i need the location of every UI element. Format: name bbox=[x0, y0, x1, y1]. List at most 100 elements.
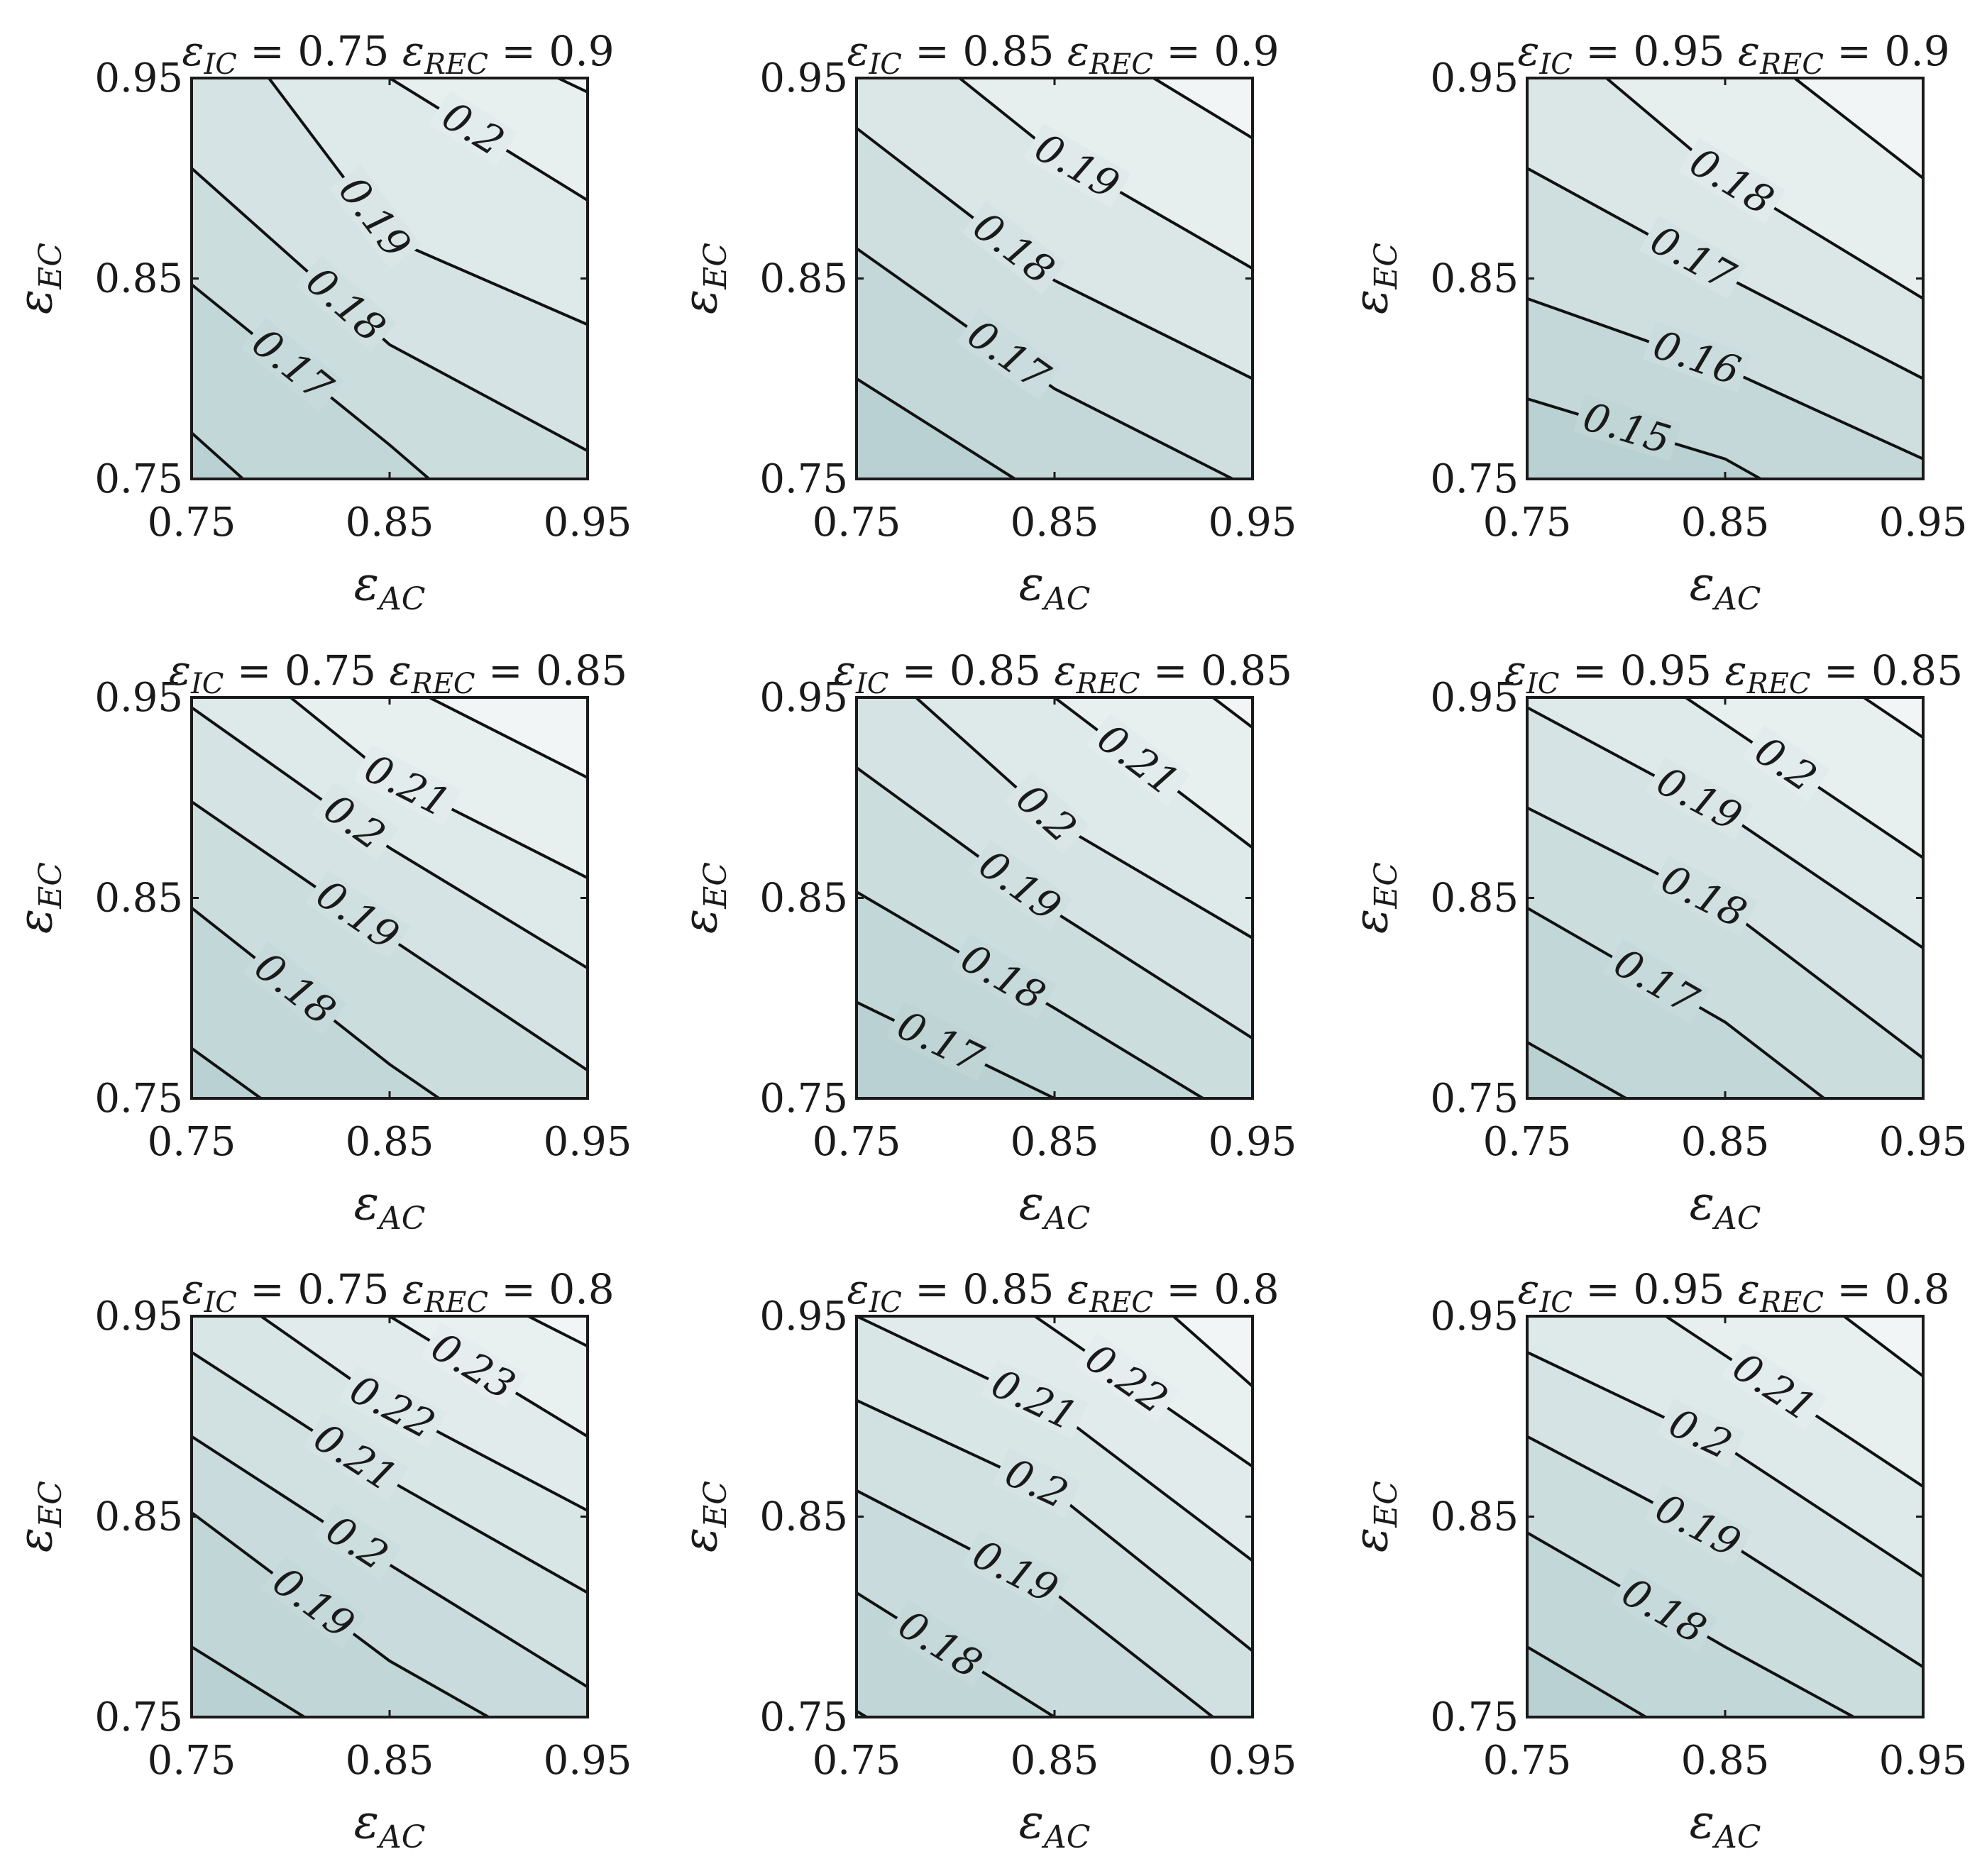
y-axis-label-text: εEC bbox=[673, 243, 734, 314]
contour-panel: 0.170.180.190.750.750.850.850.950.95εIC … bbox=[673, 27, 1297, 617]
y-tick-label: 0.85 bbox=[759, 256, 848, 302]
panel-title: εIC = 0.85 εREC = 0.8 bbox=[847, 1265, 1279, 1319]
x-tick-label: 0.95 bbox=[1209, 500, 1297, 546]
x-tick-label: 0.85 bbox=[1681, 500, 1770, 546]
contour-line bbox=[1526, 906, 1825, 1100]
y-axis-label: εEC bbox=[1343, 1481, 1404, 1552]
x-tick-label: 0.75 bbox=[813, 500, 901, 546]
y-axis-label-text: εEC bbox=[673, 1481, 734, 1552]
contour-line bbox=[190, 1047, 262, 1100]
x-tick-label: 0.85 bbox=[1011, 500, 1099, 546]
y-tick-label: 0.75 bbox=[94, 1694, 183, 1740]
y-tick-label: 0.85 bbox=[759, 876, 848, 922]
x-tick-label: 0.95 bbox=[544, 1119, 632, 1165]
contour-line bbox=[855, 377, 1016, 480]
y-tick-label: 0.75 bbox=[759, 1076, 848, 1122]
x-tick-label: 0.85 bbox=[346, 500, 434, 546]
x-tick-label: 0.95 bbox=[544, 500, 632, 546]
x-tick-label: 0.95 bbox=[544, 1738, 632, 1784]
x-tick-label: 0.75 bbox=[813, 1738, 901, 1784]
x-tick-label: 0.95 bbox=[1209, 1738, 1297, 1784]
contour-line bbox=[190, 1645, 306, 1718]
y-tick-label: 0.75 bbox=[1430, 1694, 1519, 1740]
contour-line bbox=[1863, 696, 1925, 739]
y-tick-label: 0.95 bbox=[1430, 55, 1519, 101]
x-tick-label: 0.85 bbox=[346, 1119, 434, 1165]
panel-title: εIC = 0.75 εREC = 0.85 bbox=[169, 646, 627, 700]
contour-line bbox=[428, 696, 588, 779]
contour-line bbox=[190, 1511, 490, 1718]
x-axis-label-text: εAC bbox=[1019, 1176, 1091, 1237]
x-tick-label: 0.75 bbox=[1483, 1738, 1572, 1784]
contour-panel: 0.170.180.190.20.750.750.850.850.950.95ε… bbox=[1343, 646, 1967, 1237]
panel-title: εIC = 0.85 εREC = 0.9 bbox=[847, 27, 1279, 81]
y-axis-label-text: εEC bbox=[1343, 1481, 1404, 1552]
y-axis-label: εEC bbox=[673, 243, 734, 314]
x-axis-label: εAC bbox=[354, 1176, 426, 1237]
contour-line bbox=[1526, 1645, 1647, 1718]
x-axis-label: εAC bbox=[1019, 1176, 1091, 1237]
y-axis-label-text: εEC bbox=[1343, 243, 1404, 314]
contour-line bbox=[190, 167, 588, 453]
y-tick-label: 0.75 bbox=[94, 456, 183, 502]
panel-title: εIC = 0.75 εREC = 0.8 bbox=[182, 1265, 614, 1319]
contour-line bbox=[855, 890, 1204, 1100]
x-tick-label: 0.85 bbox=[1681, 1119, 1770, 1165]
y-axis-label: εEC bbox=[8, 243, 69, 314]
panel-title: εIC = 0.85 εREC = 0.85 bbox=[834, 646, 1292, 700]
x-tick-label: 0.95 bbox=[1209, 1119, 1297, 1165]
y-axis-label: εEC bbox=[673, 862, 734, 934]
y-axis-label: εEC bbox=[8, 1481, 69, 1552]
x-axis-label-text: εAC bbox=[1690, 1794, 1761, 1855]
y-tick-label: 0.85 bbox=[1430, 1494, 1519, 1540]
x-axis-label: εAC bbox=[1019, 1794, 1091, 1855]
y-axis-label-text: εEC bbox=[8, 1481, 69, 1552]
y-tick-label: 0.95 bbox=[1430, 1293, 1519, 1340]
y-axis-label: εEC bbox=[673, 1481, 734, 1552]
x-tick-label: 0.95 bbox=[1879, 500, 1968, 546]
y-tick-label: 0.85 bbox=[1430, 256, 1519, 302]
x-tick-label: 0.85 bbox=[1681, 1738, 1770, 1784]
y-axis-label: εEC bbox=[8, 862, 69, 934]
y-axis-label-text: εEC bbox=[8, 243, 69, 314]
x-axis-label: εAC bbox=[1690, 1176, 1761, 1237]
x-axis-label-text: εAC bbox=[354, 1176, 426, 1237]
x-tick-label: 0.95 bbox=[1879, 1738, 1968, 1784]
x-tick-label: 0.85 bbox=[1011, 1119, 1099, 1165]
contour-panel: 0.180.190.20.210.750.750.850.850.950.95ε… bbox=[1343, 1265, 1967, 1855]
y-tick-label: 0.75 bbox=[1430, 1076, 1519, 1122]
x-axis-label-text: εAC bbox=[354, 556, 426, 617]
x-tick-label: 0.75 bbox=[148, 1738, 236, 1784]
contour-panel: 0.180.190.20.210.750.750.850.850.950.95ε… bbox=[8, 646, 632, 1237]
y-tick-label: 0.75 bbox=[759, 456, 848, 502]
panel-title: εIC = 0.95 εREC = 0.8 bbox=[1517, 1265, 1949, 1319]
y-tick-label: 0.85 bbox=[94, 1494, 183, 1540]
y-tick-label: 0.95 bbox=[759, 55, 848, 101]
y-axis-label-text: εEC bbox=[1343, 862, 1404, 934]
y-tick-label: 0.85 bbox=[1430, 876, 1519, 922]
contour-line bbox=[1152, 77, 1254, 140]
contour-line bbox=[1211, 696, 1254, 729]
contour-line bbox=[190, 706, 589, 970]
x-tick-label: 0.75 bbox=[1483, 500, 1572, 546]
contour-line bbox=[855, 127, 1253, 380]
contour-line bbox=[1843, 1315, 1925, 1378]
x-tick-label: 0.75 bbox=[148, 1119, 236, 1165]
panel-title: εIC = 0.75 εREC = 0.9 bbox=[182, 27, 614, 81]
contour-panel: 0.150.160.170.180.750.750.850.850.950.95… bbox=[1343, 27, 1967, 617]
x-tick-label: 0.75 bbox=[148, 500, 236, 546]
contour-line bbox=[557, 77, 588, 94]
y-axis-label-text: εEC bbox=[673, 862, 734, 934]
y-tick-label: 0.85 bbox=[94, 876, 183, 922]
x-axis-label: εAC bbox=[354, 556, 426, 617]
x-axis-label: εAC bbox=[354, 1794, 426, 1855]
y-tick-label: 0.95 bbox=[94, 55, 183, 101]
y-tick-label: 0.95 bbox=[94, 1293, 183, 1340]
y-tick-label: 0.95 bbox=[94, 675, 183, 721]
contour-panel: 0.170.180.190.20.210.750.750.850.850.950… bbox=[673, 646, 1297, 1237]
panel-title: εIC = 0.95 εREC = 0.85 bbox=[1504, 646, 1963, 700]
contour-line bbox=[1172, 1315, 1254, 1388]
y-axis-label: εEC bbox=[1343, 862, 1404, 934]
y-tick-label: 0.95 bbox=[759, 1293, 848, 1340]
